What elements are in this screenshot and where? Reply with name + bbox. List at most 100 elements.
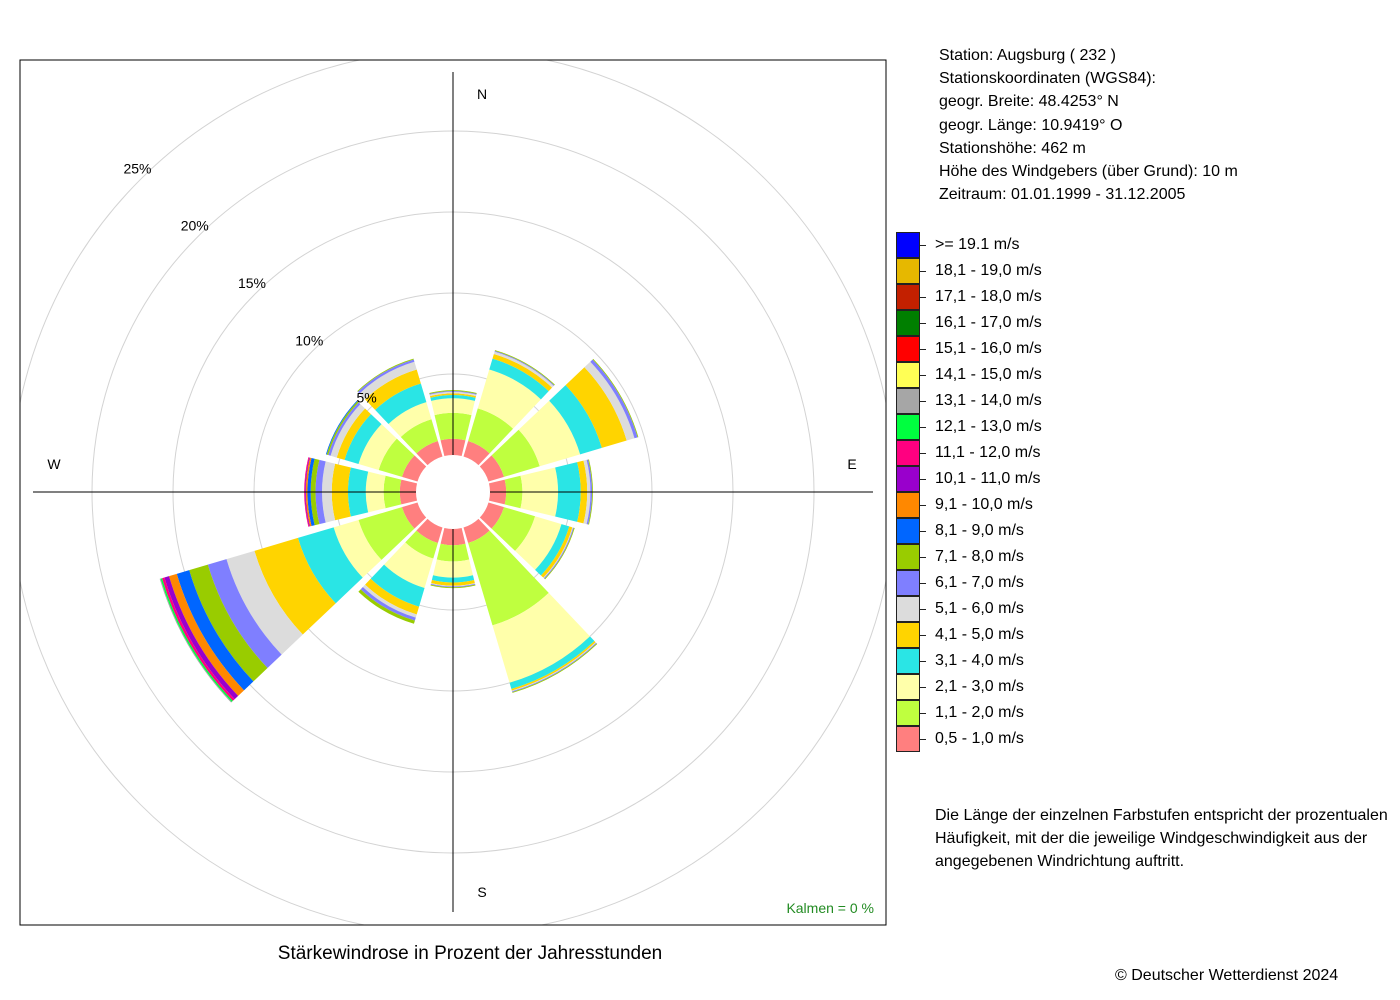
legend-swatch	[896, 544, 920, 570]
bar-dir150-class4	[509, 636, 595, 690]
legend-swatch	[896, 388, 920, 414]
plot-frame	[19, 59, 887, 926]
bar-dir180-class7	[430, 583, 476, 588]
legend-item: 1,1 - 2,0 m/s	[896, 700, 1316, 726]
bar-dir240-class3	[333, 519, 382, 578]
bar-dir300-class2	[378, 438, 415, 477]
compass-label-north: N	[477, 86, 487, 102]
bar-dir240-class1	[401, 502, 427, 529]
radial-tick-label-5: 5%	[356, 390, 376, 406]
legend-tick	[920, 609, 926, 610]
radial-tick-label-20: 20%	[181, 218, 209, 234]
legend-tick	[920, 583, 926, 584]
bar-dir240-class5	[254, 537, 336, 635]
legend-label: 2,1 - 3,0 m/s	[935, 678, 1024, 695]
legend-tick	[920, 401, 926, 402]
bar-dir330-class5	[365, 369, 421, 410]
station-longitude: geogr. Länge: 10.9419° O	[939, 116, 1123, 134]
compass-label-west: W	[47, 456, 61, 472]
bar-dir240-class4	[297, 527, 363, 604]
legend-tick	[920, 271, 926, 272]
legend-item: >= 19.1 m/s	[896, 232, 1316, 258]
legend-swatch	[896, 440, 920, 466]
bar-dir240-class11	[164, 576, 239, 700]
legend-item: 3,1 - 4,0 m/s	[896, 648, 1316, 674]
legend-swatch	[896, 726, 920, 752]
bar-dir150-class1	[463, 518, 490, 544]
bar-dir300-class3	[358, 424, 397, 470]
compass-label-south: S	[477, 884, 486, 900]
legend-label: 9,1 - 10,0 m/s	[935, 496, 1033, 513]
legend-swatch	[896, 362, 920, 388]
legend-item: 2,1 - 3,0 m/s	[896, 674, 1316, 700]
bar-dir300-class1	[401, 455, 427, 482]
bar-dir150-class2	[468, 530, 549, 626]
legend-item: 8,1 - 9,0 m/s	[896, 518, 1316, 544]
explanation-note: Die Länge der einzelnen Farbstufen entsp…	[935, 807, 1388, 870]
station-coordinates-heading: Stationskoordinaten (WGS84):	[939, 70, 1156, 88]
legend-item: 14,1 - 15,0 m/s	[896, 362, 1316, 388]
bar-dir120-class3	[515, 516, 562, 570]
legend-tick	[920, 349, 926, 350]
bar-dir210-class4	[370, 564, 425, 607]
chart-caption: Stärkewindrose in Prozent der Jahresstun…	[277, 943, 663, 964]
legend-tick	[920, 297, 926, 298]
legend-label: 16,1 - 17,0 m/s	[935, 314, 1042, 331]
bar-dir60-class2	[491, 429, 540, 477]
legend-tick	[920, 453, 926, 454]
bar-dir90-class7	[586, 459, 593, 525]
legend-label: 18,1 - 19,0 m/s	[935, 262, 1042, 279]
bar-dir270-class12	[304, 457, 310, 527]
bar-dir120-class1	[479, 502, 505, 529]
legend-label: 0,5 - 1,0 m/s	[935, 730, 1024, 747]
bar-dir330-class1	[416, 440, 443, 466]
legend-label: 7,1 - 8,0 m/s	[935, 548, 1024, 565]
legend-item: 16,1 - 17,0 m/s	[896, 310, 1316, 336]
legend-label: 5,1 - 6,0 m/s	[935, 600, 1024, 617]
bar-dir210-class5	[365, 578, 420, 615]
bar-dir30-class6	[493, 351, 554, 388]
legend-swatch	[896, 596, 920, 622]
legend-tick	[920, 557, 926, 558]
legend-label: 13,1 - 14,0 m/s	[935, 392, 1042, 409]
bar-dir270-class10	[305, 457, 312, 527]
bar-dir240-class6	[226, 550, 303, 655]
legend-label: 15,1 - 16,0 m/s	[935, 340, 1042, 357]
bar-dir30-class3	[477, 369, 541, 429]
legend-label: 17,1 - 18,0 m/s	[935, 288, 1042, 305]
legend-item: 11,1 - 12,0 m/s	[896, 440, 1316, 466]
bar-dir330-class3	[388, 402, 432, 437]
legend-label: 11,1 - 12,0 m/s	[935, 444, 1041, 461]
station-info: Station: Augsburg ( 232 ) Stationskoordi…	[939, 44, 1238, 206]
legend-tick	[920, 479, 926, 480]
time-period: Zeitraum: 01.01.1999 - 31.12.2005	[939, 186, 1186, 204]
bar-dir270-class11	[305, 457, 310, 527]
legend-label: 3,1 - 4,0 m/s	[935, 652, 1024, 669]
legend-tick	[920, 661, 926, 662]
legend-swatch	[896, 414, 920, 440]
legend-swatch	[896, 258, 920, 284]
bar-dir210-class6	[362, 584, 417, 618]
legend-tick	[920, 375, 926, 376]
legend-label: 14,1 - 15,0 m/s	[935, 366, 1042, 383]
legend-swatch	[896, 648, 920, 674]
bar-dir270-class9	[307, 458, 315, 526]
legend-item: 18,1 - 19,0 m/s	[896, 258, 1316, 284]
bar-dir0-class7	[429, 391, 477, 395]
legend-label: >= 19.1 m/s	[935, 236, 1020, 253]
bar-dir60-class3	[518, 400, 581, 467]
bar-dir60-class7	[590, 359, 638, 439]
bar-dir150-class3	[492, 592, 590, 683]
legend-item: 15,1 - 16,0 m/s	[896, 336, 1316, 362]
legend-item: 0,5 - 1,0 m/s	[896, 726, 1316, 752]
bar-dir90-class6	[583, 459, 591, 525]
bar-dir180-class6	[430, 583, 476, 587]
station-name: Station: Augsburg ( 232 )	[939, 47, 1116, 64]
bar-dir300-class4	[344, 414, 382, 465]
legend-item: 7,1 - 8,0 m/s	[896, 544, 1316, 570]
legend-tick	[920, 635, 926, 636]
bar-dir240-class2	[358, 507, 415, 560]
bar-dir180-class8	[430, 584, 476, 589]
compass-axes	[33, 72, 873, 912]
